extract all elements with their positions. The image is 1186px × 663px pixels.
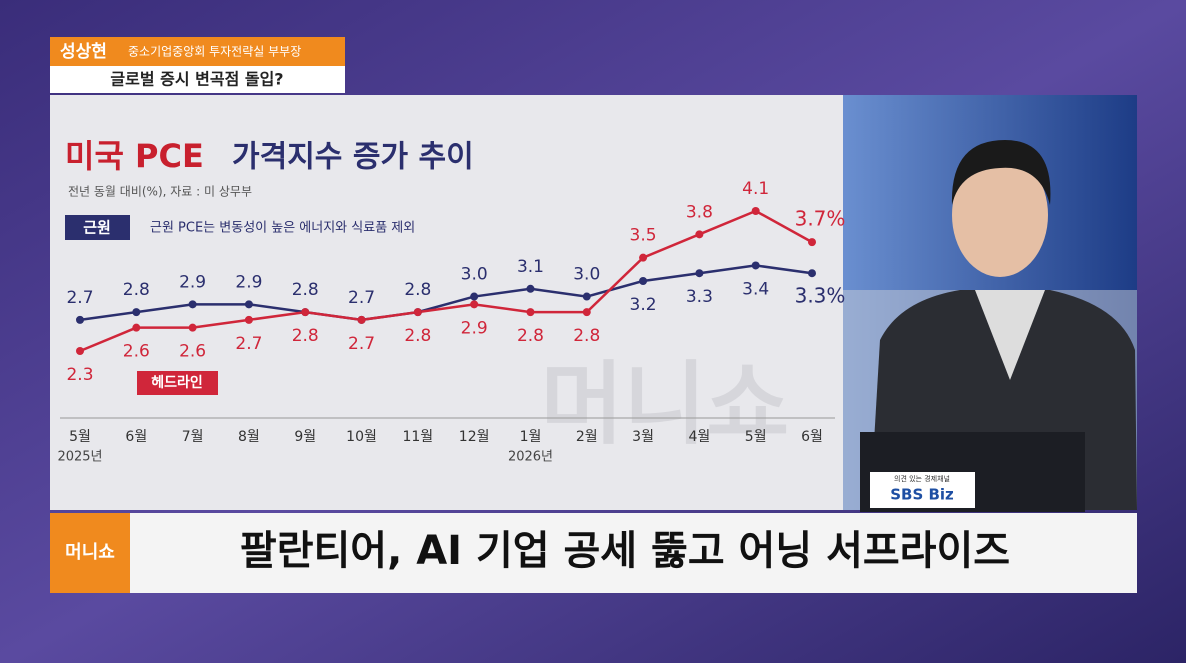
- data-point: [808, 269, 816, 278]
- topic: 글로벌 증시 변곡점 돌입?: [110, 70, 283, 89]
- data-label: 2.9: [461, 318, 488, 338]
- legend-note: 근원 PCE는 변동성이 높은 에너지와 식료품 제외: [150, 221, 415, 236]
- data-label: 2.3: [66, 365, 93, 385]
- logo: 머니쇼: [65, 542, 115, 563]
- data-point: [751, 207, 760, 215]
- presenter-shirt: [975, 290, 1045, 380]
- data-label: 2.8: [292, 326, 319, 346]
- data-label: 3.3%: [795, 284, 846, 308]
- data-label: 3.7%: [795, 207, 846, 231]
- data-label: 3.8: [686, 202, 713, 222]
- data-point: [695, 269, 704, 278]
- data-label: 2.8: [292, 280, 319, 300]
- presenter-hair: [951, 140, 1051, 205]
- x-tick-label: 12월: [459, 429, 490, 445]
- guest-name: 성상현: [60, 42, 107, 62]
- data-point: [582, 308, 591, 317]
- x-year-label: 2025년: [57, 450, 102, 465]
- data-point: [413, 308, 422, 317]
- series-line: [79, 209, 813, 353]
- chart-panel: [50, 95, 843, 510]
- name-bar: [50, 37, 345, 66]
- data-label: 3.4: [742, 279, 769, 299]
- data-point: [76, 347, 84, 355]
- data-point: [695, 230, 704, 239]
- topic-bar: [50, 66, 345, 93]
- x-tick-label: 8월: [238, 429, 260, 445]
- data-label: 3.3: [686, 287, 713, 307]
- data-point: [244, 300, 253, 309]
- chart-title: 가격지수 증가 추이: [232, 140, 474, 175]
- x-tick-label: 9월: [294, 429, 316, 445]
- data-label: 2.8: [404, 326, 431, 346]
- data-point: [808, 238, 816, 247]
- data-point: [244, 315, 253, 324]
- data-label: 2.8: [123, 280, 150, 300]
- data-label: 2.9: [235, 272, 262, 292]
- data-label: 3.0: [461, 265, 488, 285]
- data-point: [76, 315, 84, 324]
- data-label: 2.9: [179, 272, 206, 292]
- headline-bar: [130, 513, 1137, 593]
- data-point: [639, 253, 648, 262]
- data-point: [639, 277, 648, 285]
- data-label: 2.8: [517, 326, 544, 346]
- data-label: 2.7: [348, 288, 375, 308]
- data-label: 3.0: [573, 265, 600, 285]
- legend-headline-box: [137, 371, 218, 395]
- x-tick-label: 4월: [688, 429, 710, 445]
- data-point: [582, 292, 591, 301]
- data-point: [526, 284, 535, 293]
- x-tick-label: 10월: [346, 429, 377, 445]
- data-point: [132, 308, 141, 317]
- guest-affiliation: 중소기업중앙회 투자전략실 부부장: [128, 45, 301, 59]
- presenter-face: [952, 153, 1048, 277]
- data-label: 2.8: [404, 280, 431, 300]
- data-point: [188, 300, 197, 309]
- data-label: 2.7: [348, 334, 375, 354]
- x-tick-label: 11월: [402, 429, 433, 445]
- x-tick-label: 6월: [801, 429, 823, 445]
- data-label: 2.8: [573, 326, 600, 346]
- x-tick-label: 5월: [745, 429, 767, 445]
- laptop-sticker: [870, 472, 975, 508]
- x-tick-label: 1월: [520, 429, 542, 445]
- video-brand: SBS Biz: [890, 486, 954, 504]
- logo-box: [50, 513, 130, 593]
- x-tick-label: 3월: [632, 429, 654, 445]
- data-label: 2.7: [235, 334, 262, 354]
- x-tick-label: 5월: [69, 429, 91, 445]
- video-tagline: 의견 있는 경제채널: [894, 474, 950, 483]
- data-label: 3.1: [517, 257, 544, 277]
- headline: 팔란티어, AI 기업 공세 뚫고 어닝 서프라이즈: [240, 528, 1010, 574]
- x-year-label: 2026년: [508, 450, 553, 465]
- legend-core: 근원: [83, 219, 111, 237]
- data-point: [357, 315, 366, 324]
- chart-subtitle: 전년 동월 대비(%), 자료 : 미 상무부: [68, 185, 252, 199]
- data-point: [751, 261, 760, 270]
- data-label: 4.1: [742, 179, 769, 199]
- chart-title-highlight: 미국 PCE: [65, 137, 204, 175]
- legend-headline: 헤드라인: [151, 374, 203, 391]
- legend-core-box: [65, 215, 130, 240]
- data-point: [470, 300, 479, 309]
- data-point: [188, 323, 197, 332]
- watermark: 머니쇼: [541, 352, 789, 457]
- data-label: 2.6: [179, 342, 206, 362]
- data-point: [132, 323, 141, 332]
- data-label: 3.5: [630, 226, 657, 246]
- x-tick-label: 6월: [125, 429, 147, 445]
- data-point: [470, 292, 479, 301]
- data-label: 2.6: [123, 342, 150, 362]
- data-point: [526, 308, 535, 317]
- x-tick-label: 7월: [182, 429, 204, 445]
- x-tick-label: 2월: [576, 429, 598, 445]
- series-line: [79, 264, 813, 322]
- data-label: 2.7: [66, 288, 93, 308]
- data-point: [301, 308, 310, 317]
- data-label: 3.2: [630, 295, 657, 315]
